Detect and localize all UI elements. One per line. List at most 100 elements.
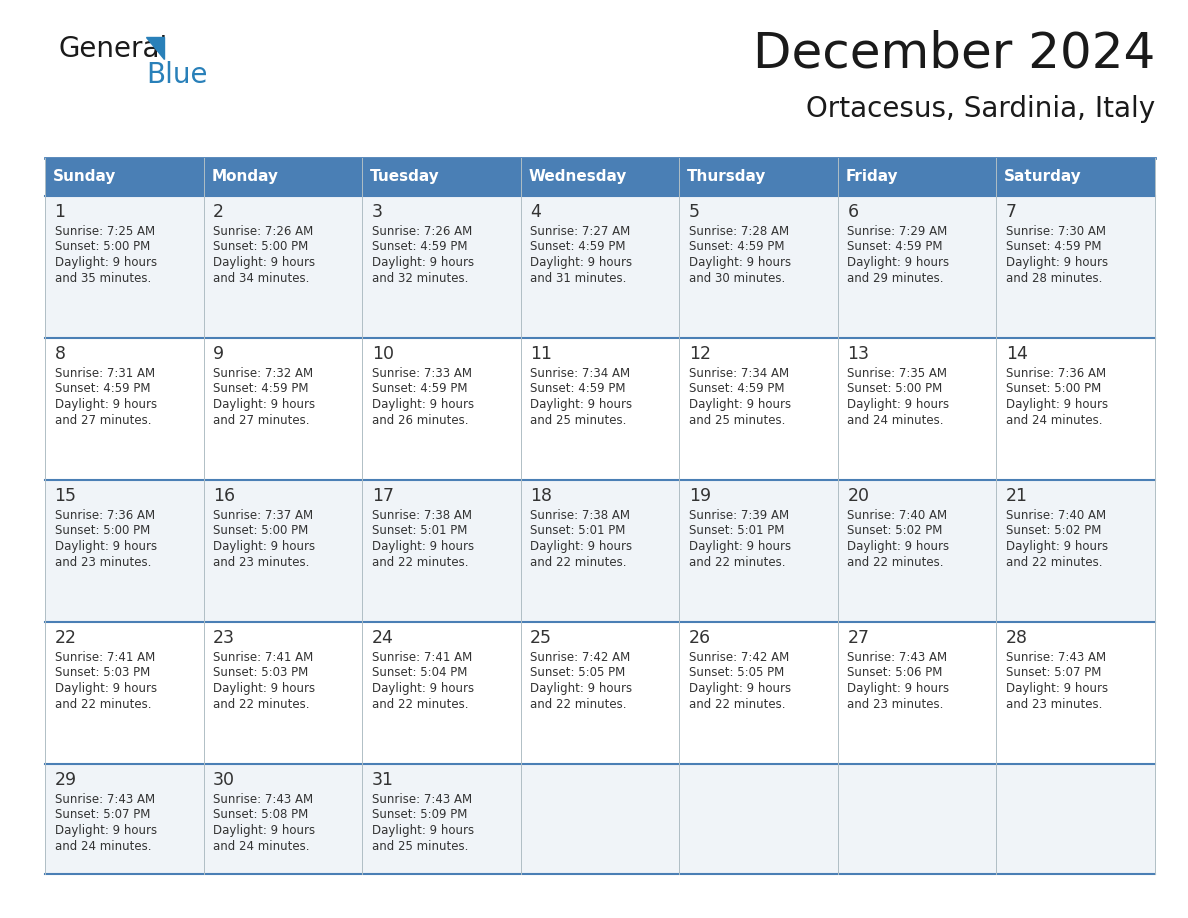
Text: 17: 17 (372, 487, 393, 505)
Text: and 29 minutes.: and 29 minutes. (847, 272, 944, 285)
Text: 19: 19 (689, 487, 710, 505)
Text: Daylight: 9 hours: Daylight: 9 hours (689, 398, 791, 411)
Text: and 24 minutes.: and 24 minutes. (847, 413, 944, 427)
Text: and 32 minutes.: and 32 minutes. (372, 272, 468, 285)
Text: Monday: Monday (211, 170, 278, 185)
Text: Daylight: 9 hours: Daylight: 9 hours (1006, 256, 1108, 269)
Text: and 23 minutes.: and 23 minutes. (1006, 698, 1102, 711)
Text: and 22 minutes.: and 22 minutes. (530, 555, 627, 568)
Text: Sunset: 5:05 PM: Sunset: 5:05 PM (530, 666, 625, 679)
Text: Sunrise: 7:30 AM: Sunrise: 7:30 AM (1006, 225, 1106, 238)
Text: Daylight: 9 hours: Daylight: 9 hours (55, 682, 157, 695)
Text: Sunset: 5:00 PM: Sunset: 5:00 PM (55, 241, 150, 253)
Text: and 25 minutes.: and 25 minutes. (372, 839, 468, 853)
Bar (203, 158, 362, 196)
Text: Daylight: 9 hours: Daylight: 9 hours (530, 682, 632, 695)
Text: Sunrise: 7:42 AM: Sunrise: 7:42 AM (530, 651, 631, 664)
Text: Sunset: 5:08 PM: Sunset: 5:08 PM (213, 809, 309, 822)
Text: Daylight: 9 hours: Daylight: 9 hours (847, 540, 949, 553)
Text: 28: 28 (1006, 629, 1028, 647)
Text: Sunrise: 7:27 AM: Sunrise: 7:27 AM (530, 225, 631, 238)
Text: Sunset: 4:59 PM: Sunset: 4:59 PM (689, 241, 784, 253)
Text: 13: 13 (847, 345, 870, 363)
Text: Sunset: 4:59 PM: Sunset: 4:59 PM (689, 383, 784, 396)
Text: Sunset: 5:09 PM: Sunset: 5:09 PM (372, 809, 467, 822)
Text: Sunset: 5:01 PM: Sunset: 5:01 PM (372, 524, 467, 538)
Text: Daylight: 9 hours: Daylight: 9 hours (689, 540, 791, 553)
Text: 2: 2 (213, 203, 225, 221)
Text: 9: 9 (213, 345, 225, 363)
Text: 3: 3 (372, 203, 383, 221)
Text: Sunset: 4:59 PM: Sunset: 4:59 PM (372, 383, 467, 396)
Text: Sunrise: 7:36 AM: Sunrise: 7:36 AM (1006, 367, 1106, 380)
Bar (45, 338, 1155, 480)
Text: Daylight: 9 hours: Daylight: 9 hours (372, 540, 474, 553)
Bar (45, 622, 1155, 764)
Text: 1: 1 (55, 203, 65, 221)
Text: and 22 minutes.: and 22 minutes. (55, 698, 151, 711)
Text: 24: 24 (372, 629, 393, 647)
Text: Sunrise: 7:41 AM: Sunrise: 7:41 AM (55, 651, 154, 664)
Text: 20: 20 (847, 487, 870, 505)
Text: and 22 minutes.: and 22 minutes. (689, 555, 785, 568)
Text: Sunset: 5:00 PM: Sunset: 5:00 PM (213, 524, 309, 538)
Text: Daylight: 9 hours: Daylight: 9 hours (55, 398, 157, 411)
Text: Daylight: 9 hours: Daylight: 9 hours (530, 540, 632, 553)
Text: 5: 5 (689, 203, 700, 221)
Text: Sunrise: 7:43 AM: Sunrise: 7:43 AM (213, 793, 314, 806)
Text: Sunrise: 7:26 AM: Sunrise: 7:26 AM (372, 225, 472, 238)
Bar (997, 158, 1155, 196)
Text: Sunrise: 7:31 AM: Sunrise: 7:31 AM (55, 367, 154, 380)
Text: and 35 minutes.: and 35 minutes. (55, 272, 151, 285)
Text: and 27 minutes.: and 27 minutes. (213, 413, 310, 427)
Text: and 25 minutes.: and 25 minutes. (530, 413, 626, 427)
Text: and 28 minutes.: and 28 minutes. (1006, 272, 1102, 285)
Text: Sunset: 5:00 PM: Sunset: 5:00 PM (213, 241, 309, 253)
Text: Sunrise: 7:29 AM: Sunrise: 7:29 AM (847, 225, 948, 238)
Text: Sunset: 5:04 PM: Sunset: 5:04 PM (372, 666, 467, 679)
Text: Sunset: 5:03 PM: Sunset: 5:03 PM (213, 666, 309, 679)
Text: 12: 12 (689, 345, 710, 363)
Text: Sunrise: 7:28 AM: Sunrise: 7:28 AM (689, 225, 789, 238)
Text: Daylight: 9 hours: Daylight: 9 hours (1006, 682, 1108, 695)
Text: Friday: Friday (846, 170, 898, 185)
Text: Sunset: 4:59 PM: Sunset: 4:59 PM (530, 383, 626, 396)
Text: and 22 minutes.: and 22 minutes. (213, 698, 310, 711)
Text: and 30 minutes.: and 30 minutes. (689, 272, 785, 285)
Text: Sunrise: 7:42 AM: Sunrise: 7:42 AM (689, 651, 789, 664)
Text: 10: 10 (372, 345, 393, 363)
Text: Sunset: 4:59 PM: Sunset: 4:59 PM (530, 241, 626, 253)
Text: Daylight: 9 hours: Daylight: 9 hours (55, 824, 157, 837)
Bar (45, 480, 1155, 622)
Text: 27: 27 (847, 629, 870, 647)
Text: Daylight: 9 hours: Daylight: 9 hours (372, 256, 474, 269)
Text: Sunrise: 7:40 AM: Sunrise: 7:40 AM (847, 509, 948, 522)
Bar (362, 158, 520, 196)
Text: Sunset: 4:59 PM: Sunset: 4:59 PM (55, 383, 150, 396)
Text: 25: 25 (530, 629, 552, 647)
Text: Sunrise: 7:43 AM: Sunrise: 7:43 AM (847, 651, 948, 664)
Text: Sunrise: 7:32 AM: Sunrise: 7:32 AM (213, 367, 314, 380)
Text: and 22 minutes.: and 22 minutes. (847, 555, 944, 568)
Text: 30: 30 (213, 771, 235, 789)
Text: Sunrise: 7:43 AM: Sunrise: 7:43 AM (372, 793, 472, 806)
Text: Daylight: 9 hours: Daylight: 9 hours (689, 256, 791, 269)
Text: and 22 minutes.: and 22 minutes. (372, 555, 468, 568)
Text: Sunday: Sunday (53, 170, 116, 185)
Text: Sunrise: 7:40 AM: Sunrise: 7:40 AM (1006, 509, 1106, 522)
Text: Sunset: 4:59 PM: Sunset: 4:59 PM (1006, 241, 1101, 253)
Text: Sunset: 4:59 PM: Sunset: 4:59 PM (213, 383, 309, 396)
Text: Sunrise: 7:43 AM: Sunrise: 7:43 AM (55, 793, 154, 806)
Bar (838, 158, 997, 196)
Text: 26: 26 (689, 629, 710, 647)
Text: Daylight: 9 hours: Daylight: 9 hours (847, 398, 949, 411)
Text: Daylight: 9 hours: Daylight: 9 hours (55, 540, 157, 553)
Text: and 26 minutes.: and 26 minutes. (372, 413, 468, 427)
Text: and 27 minutes.: and 27 minutes. (55, 413, 151, 427)
Text: and 24 minutes.: and 24 minutes. (1006, 413, 1102, 427)
Text: Daylight: 9 hours: Daylight: 9 hours (372, 398, 474, 411)
Text: Sunrise: 7:38 AM: Sunrise: 7:38 AM (530, 509, 630, 522)
Text: Daylight: 9 hours: Daylight: 9 hours (213, 682, 315, 695)
Text: 11: 11 (530, 345, 552, 363)
Text: and 23 minutes.: and 23 minutes. (213, 555, 309, 568)
